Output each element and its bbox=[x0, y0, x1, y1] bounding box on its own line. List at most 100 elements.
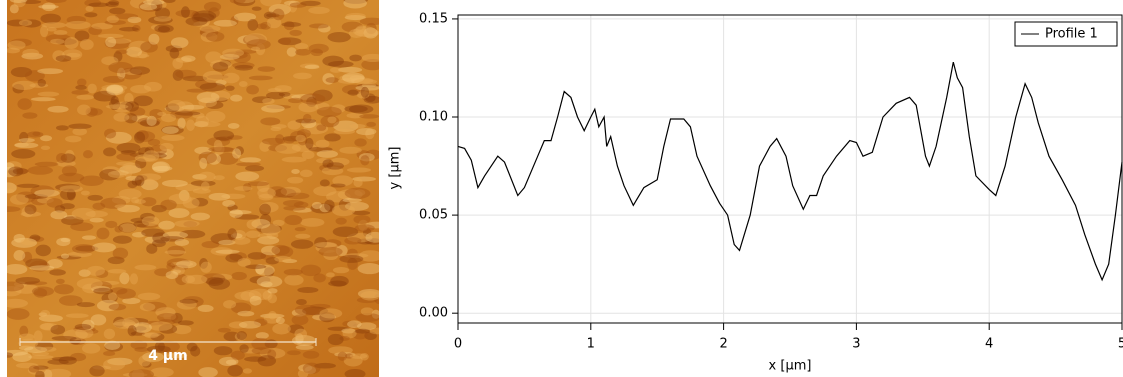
texture bbox=[20, 211, 42, 217]
texture bbox=[342, 197, 362, 203]
texture bbox=[252, 96, 272, 104]
texture bbox=[291, 169, 300, 175]
texture bbox=[110, 170, 129, 176]
texture bbox=[107, 292, 118, 301]
texture bbox=[125, 101, 139, 112]
texture bbox=[331, 204, 356, 217]
texture bbox=[34, 161, 59, 167]
x-tick-label: 1 bbox=[587, 337, 595, 352]
texture bbox=[127, 16, 142, 24]
texture bbox=[364, 331, 377, 341]
texture bbox=[172, 324, 192, 335]
texture bbox=[47, 105, 69, 113]
texture bbox=[349, 54, 362, 62]
texture bbox=[164, 250, 187, 255]
texture bbox=[76, 78, 87, 87]
texture bbox=[131, 369, 145, 377]
texture bbox=[246, 39, 271, 50]
texture bbox=[115, 49, 128, 55]
texture bbox=[301, 118, 317, 129]
texture bbox=[365, 221, 379, 229]
texture bbox=[282, 258, 298, 264]
texture bbox=[181, 275, 195, 284]
texture bbox=[360, 290, 379, 301]
texture bbox=[103, 328, 116, 340]
texture bbox=[295, 344, 314, 350]
texture bbox=[283, 20, 295, 31]
texture bbox=[86, 329, 99, 334]
texture bbox=[100, 86, 125, 96]
texture bbox=[337, 351, 348, 361]
texture bbox=[190, 212, 211, 221]
texture bbox=[152, 239, 166, 248]
texture bbox=[206, 137, 231, 147]
texture bbox=[364, 238, 379, 245]
texture bbox=[108, 61, 133, 74]
texture bbox=[159, 148, 174, 160]
texture bbox=[177, 117, 186, 129]
texture bbox=[227, 364, 243, 377]
texture bbox=[277, 37, 302, 46]
texture bbox=[39, 322, 59, 331]
texture bbox=[10, 0, 28, 4]
texture bbox=[272, 323, 291, 335]
texture bbox=[229, 251, 247, 262]
texture bbox=[12, 167, 28, 175]
texture bbox=[357, 83, 379, 88]
texture bbox=[232, 62, 255, 69]
texture bbox=[326, 162, 344, 170]
texture bbox=[271, 124, 287, 129]
texture bbox=[250, 46, 261, 51]
texture bbox=[244, 33, 267, 45]
texture bbox=[62, 49, 83, 61]
texture bbox=[359, 17, 379, 26]
texture bbox=[196, 91, 220, 104]
texture bbox=[166, 258, 191, 269]
texture bbox=[161, 125, 184, 135]
texture bbox=[65, 20, 91, 30]
texture bbox=[267, 293, 277, 304]
texture bbox=[332, 267, 350, 274]
texture bbox=[235, 49, 257, 54]
texture bbox=[88, 2, 109, 7]
texture bbox=[100, 280, 120, 285]
texture bbox=[201, 273, 226, 285]
texture bbox=[165, 103, 180, 113]
texture bbox=[54, 205, 66, 213]
texture bbox=[53, 284, 74, 295]
texture bbox=[113, 316, 126, 328]
texture bbox=[151, 204, 167, 213]
texture bbox=[181, 55, 196, 62]
texture bbox=[180, 6, 190, 18]
texture bbox=[134, 175, 145, 187]
texture bbox=[262, 97, 275, 105]
texture bbox=[283, 268, 303, 276]
texture bbox=[306, 96, 317, 108]
texture bbox=[132, 24, 141, 32]
x-axis-label: x [µm] bbox=[769, 359, 812, 374]
texture bbox=[274, 255, 292, 263]
texture bbox=[234, 291, 256, 301]
texture bbox=[116, 288, 136, 300]
texture bbox=[60, 203, 75, 210]
texture bbox=[137, 50, 148, 59]
texture bbox=[89, 365, 105, 377]
texture bbox=[40, 309, 51, 319]
texture bbox=[213, 139, 223, 152]
texture bbox=[261, 104, 285, 113]
texture bbox=[104, 38, 131, 50]
texture bbox=[327, 333, 344, 346]
texture bbox=[288, 0, 298, 13]
texture bbox=[210, 247, 233, 256]
texture bbox=[66, 15, 87, 25]
texture bbox=[199, 82, 226, 92]
texture bbox=[58, 356, 77, 365]
texture bbox=[195, 115, 210, 127]
texture bbox=[7, 162, 15, 171]
texture bbox=[319, 179, 330, 187]
texture bbox=[29, 234, 41, 242]
texture bbox=[291, 94, 316, 100]
texture bbox=[9, 194, 29, 205]
texture bbox=[230, 94, 243, 102]
